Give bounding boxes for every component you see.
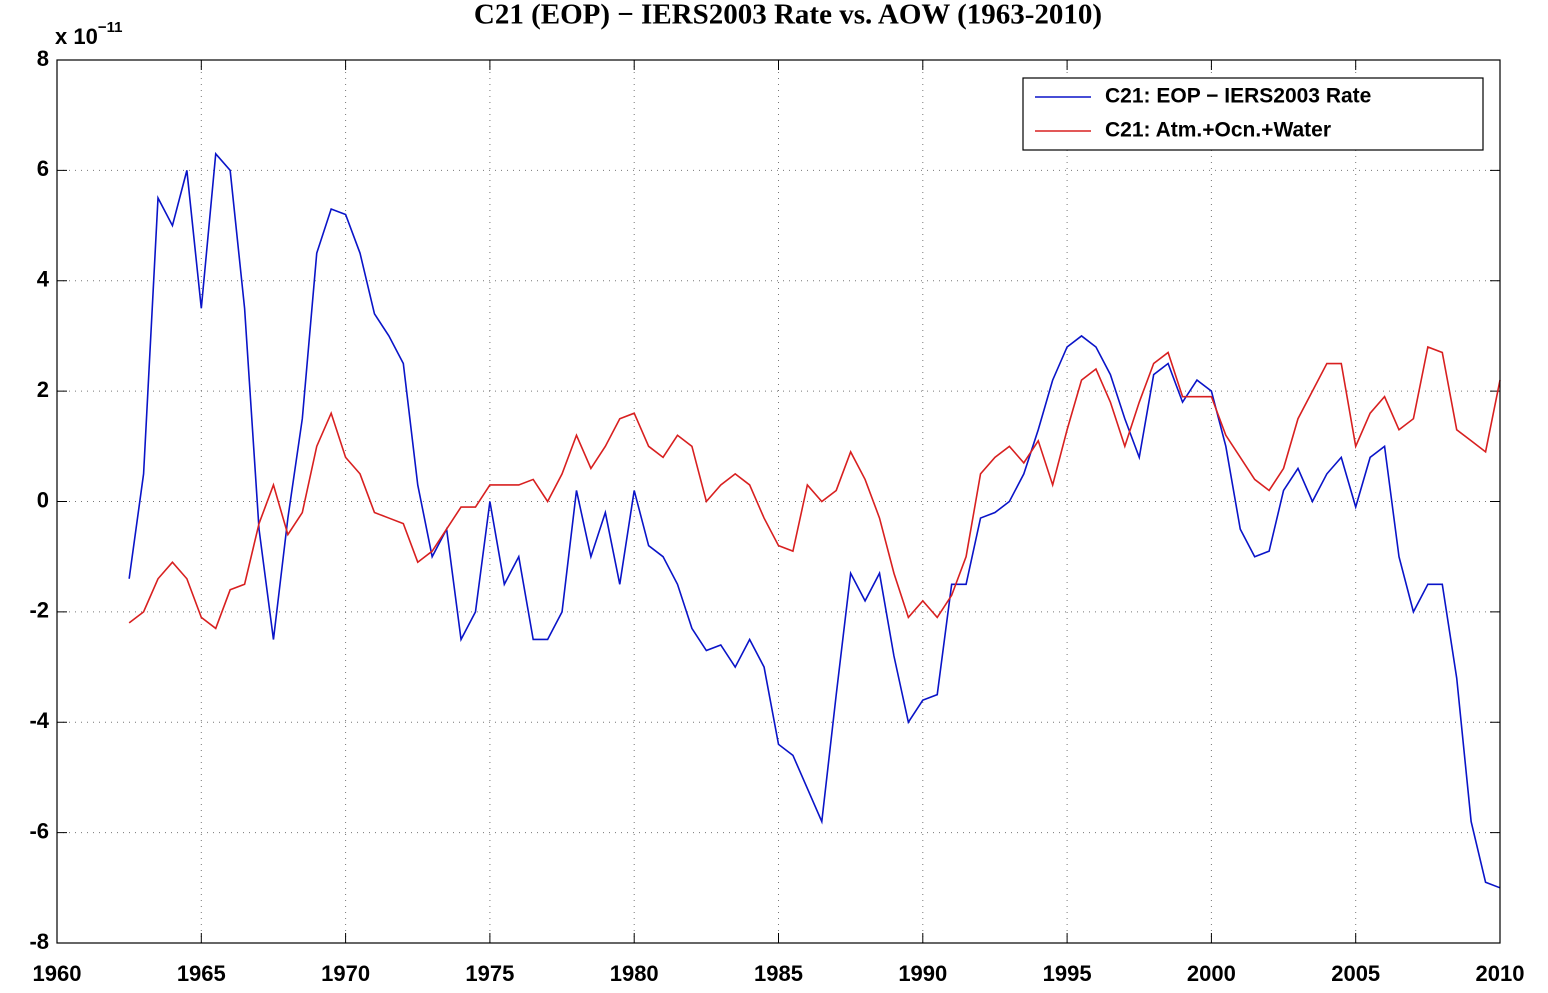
x-tick-label: 1970 bbox=[321, 961, 370, 986]
x-tick-label: 1980 bbox=[610, 961, 659, 986]
y-scale-base: x 10 bbox=[55, 24, 98, 49]
y-tick-label: 0 bbox=[37, 487, 49, 512]
x-tick-label: 1990 bbox=[898, 961, 947, 986]
y-tick-label: 2 bbox=[37, 377, 49, 402]
y-tick-label: 8 bbox=[37, 46, 49, 71]
y-tick-label: -4 bbox=[29, 708, 49, 733]
y-tick-label: 4 bbox=[37, 267, 50, 292]
data-line bbox=[128, 151, 1501, 889]
legend: C21: EOP − IERS2003 Rate C21: Atm.+Ocn.+W… bbox=[1022, 77, 1484, 151]
x-tick-label: 1975 bbox=[465, 961, 514, 986]
x-tick-label: 1985 bbox=[754, 961, 803, 986]
x-tick-label: 2010 bbox=[1476, 961, 1525, 986]
y-tick-label: -8 bbox=[29, 929, 49, 954]
x-tick-label: 2000 bbox=[1187, 961, 1236, 986]
chart-title: C21 (EOP) − IERS2003 Rate vs. AOW (1963-… bbox=[474, 0, 1102, 31]
x-tick-label: 1965 bbox=[177, 961, 226, 986]
plot-frame bbox=[56, 59, 1501, 944]
data-line bbox=[128, 345, 1501, 630]
legend-label: C21: EOP − IERS2003 Rate bbox=[1105, 85, 1371, 108]
legend-label: C21: Atm.+Ocn.+Water bbox=[1105, 119, 1331, 142]
x-tick-label: 1960 bbox=[33, 961, 82, 986]
y-tick-label: 6 bbox=[37, 156, 49, 181]
y-tick-label: -6 bbox=[29, 818, 49, 843]
x-tick-label: 2005 bbox=[1331, 961, 1380, 986]
legend-box bbox=[1022, 77, 1484, 151]
y-scale-exponent: −11 bbox=[98, 19, 123, 36]
y-scale-label: x 10−11 bbox=[55, 19, 122, 49]
y-tick-label: -2 bbox=[29, 598, 49, 623]
x-tick-label: 1995 bbox=[1043, 961, 1092, 986]
